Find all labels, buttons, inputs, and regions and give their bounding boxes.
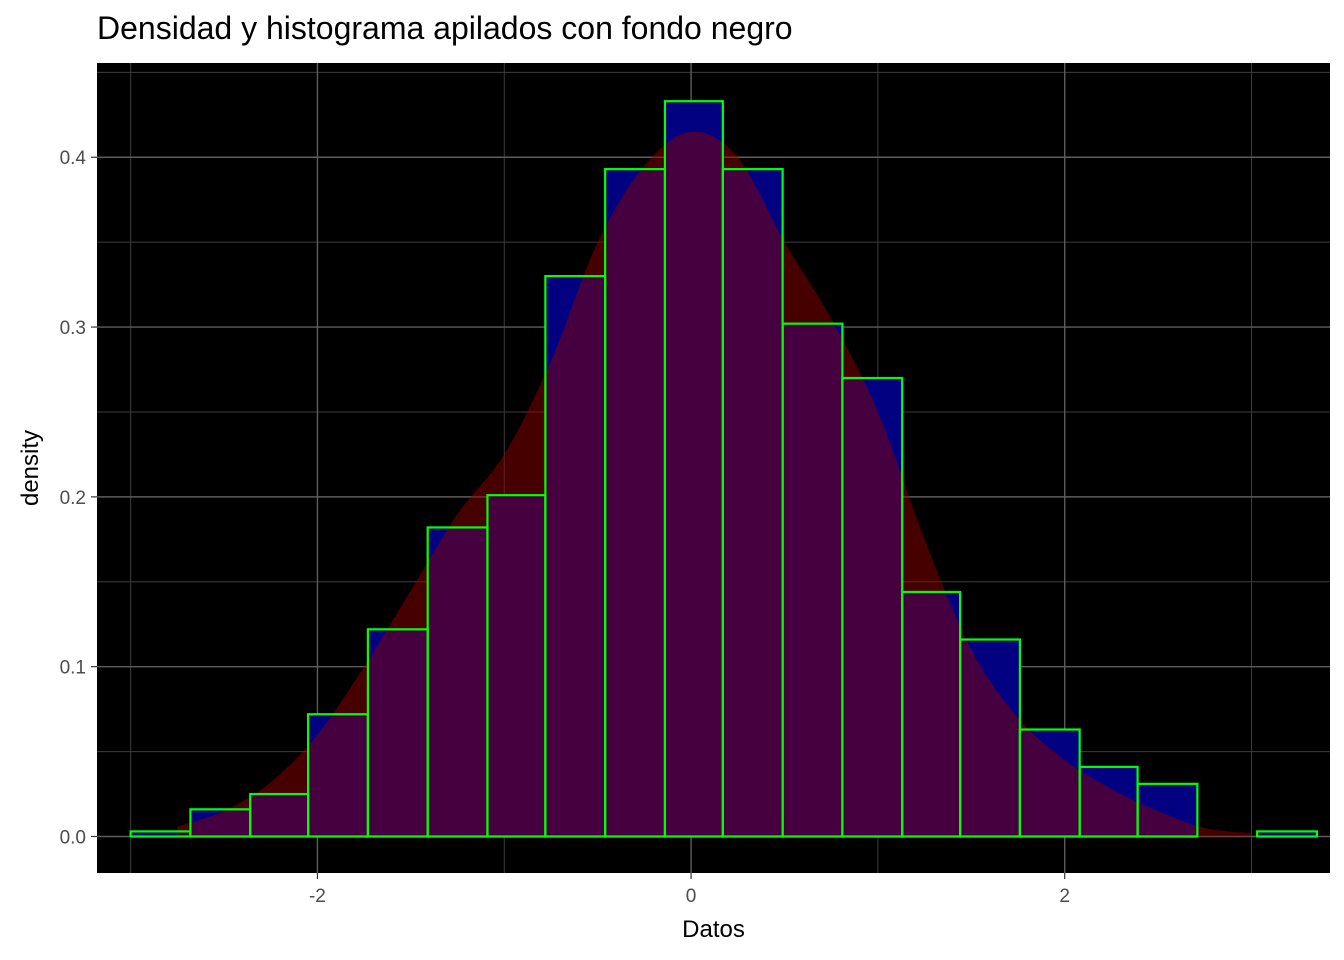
histogram-bar-outline [1136,782,1199,838]
x-tick-label: -2 [309,886,326,907]
y-tick-label: 0.0 [60,827,86,848]
y-axis-title: density [17,430,44,506]
x-tick-label: 2 [1059,886,1070,907]
histogram-bar [1257,831,1317,837]
histogram-bar [130,831,191,837]
y-tick-label: 0.4 [60,148,87,169]
y-tick-label: 0.3 [60,318,86,339]
x-axis-title: Datos [682,916,745,943]
histogram-bar-outlines [129,100,1319,838]
y-tick-label: 0.1 [60,658,86,679]
chart-title: Densidad y histograma apilados con fondo… [97,10,793,46]
axis-ticks: -2 0 2 0.0 0.1 0.2 0.3 0.4 [60,148,1070,907]
density-curve-area [177,131,1252,837]
histogram-bar-outline [1256,830,1319,838]
y-tick-label: 0.2 [60,488,86,509]
x-tick-label: 0 [686,886,697,907]
